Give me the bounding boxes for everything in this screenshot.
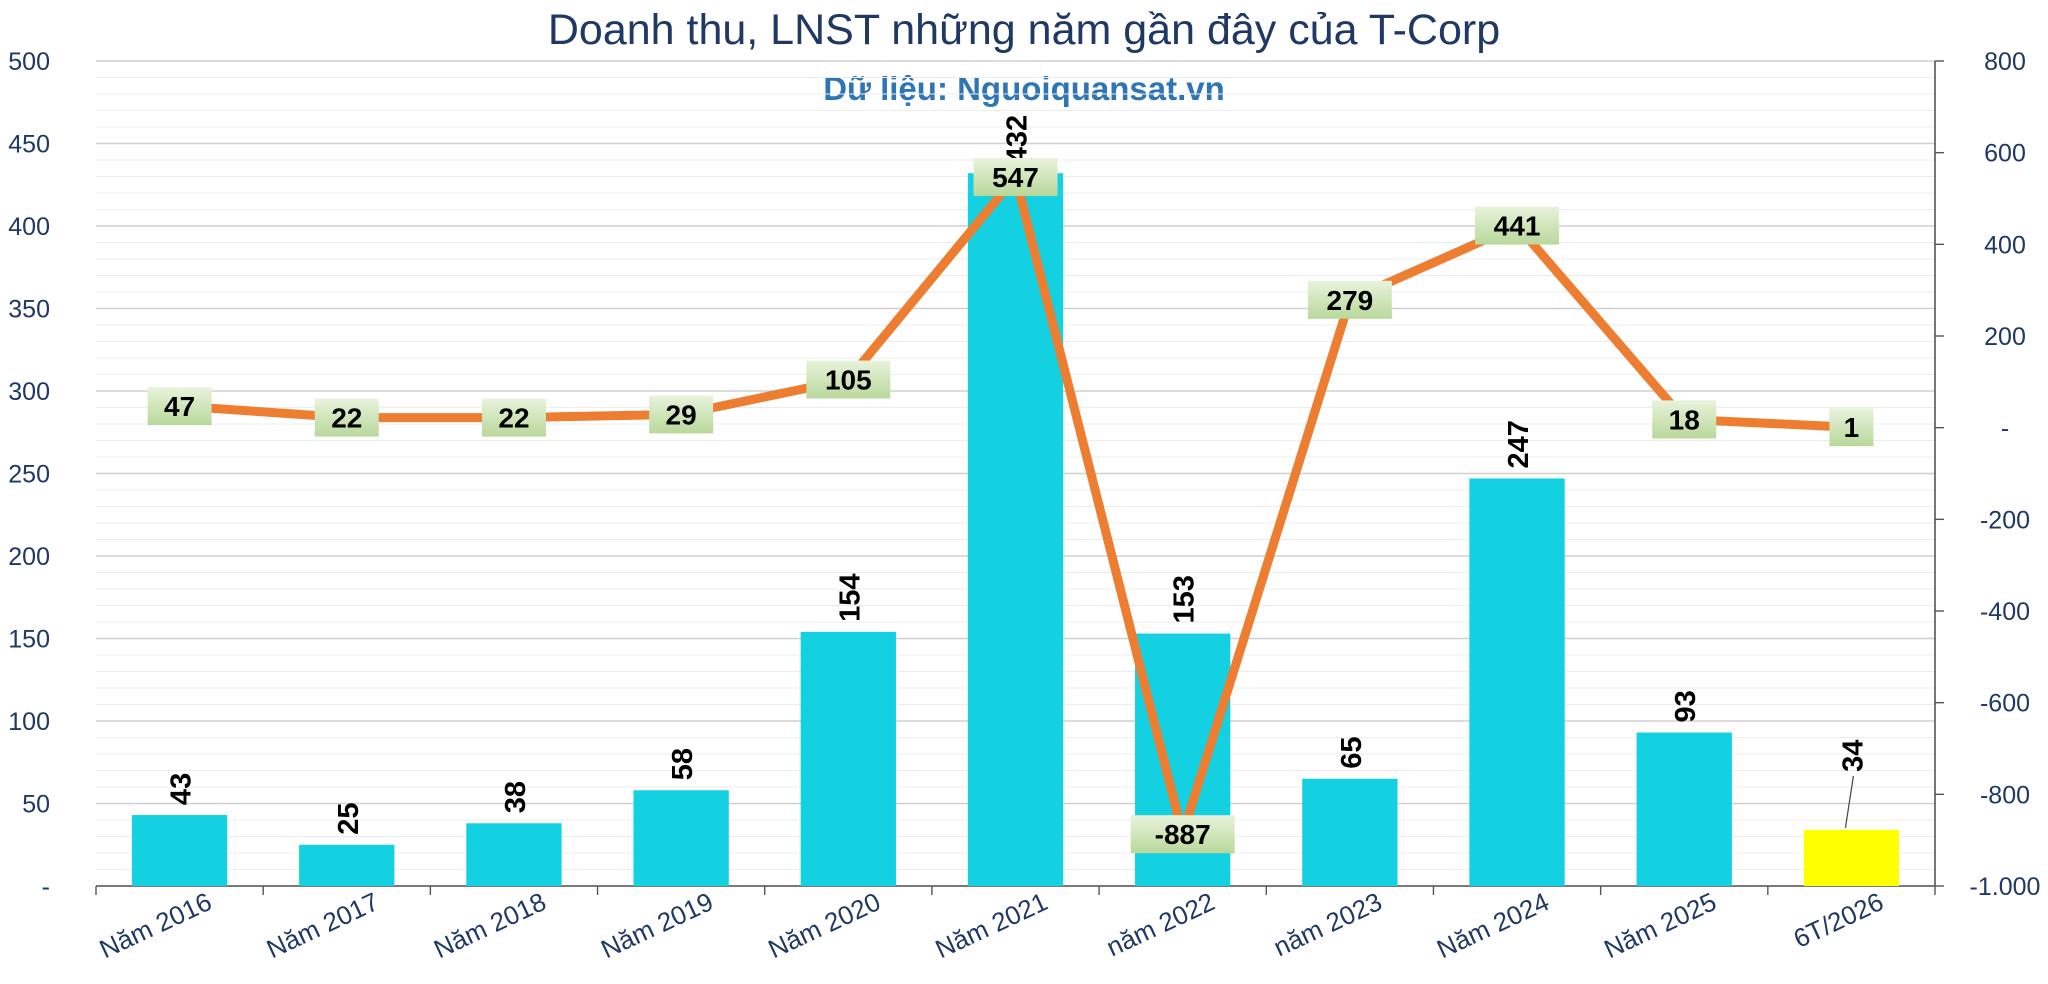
- bar-label-leader: [1844, 775, 1855, 828]
- line-label-box: [649, 395, 714, 434]
- line-value-label: 47: [164, 391, 195, 422]
- y-right-tick-label: -200: [1980, 506, 2030, 534]
- line-value-label: 22: [498, 403, 529, 434]
- y-left-tick-label: 200: [8, 543, 50, 571]
- bar-value-label: 432: [1002, 115, 1034, 163]
- line-label-box: [1130, 815, 1235, 854]
- line-value-label: 105: [825, 365, 872, 396]
- line-value-label: 18: [1669, 404, 1700, 435]
- chart-subtitle: Dữ liệu: Nguoiquansat.vn: [823, 70, 1225, 107]
- y-right-tick-label: -600: [1980, 690, 2030, 718]
- y-right-tick-label: 600: [1984, 140, 2026, 168]
- y-right-tick-label: 400: [1984, 231, 2026, 259]
- line-label-box: [147, 387, 212, 426]
- y-right-tick-label: -800: [1980, 781, 2030, 809]
- bar: [967, 173, 1064, 886]
- line-label-box: [1829, 408, 1874, 447]
- line-label-box: [806, 360, 891, 399]
- y-right-tick-label: -: [2001, 415, 2009, 443]
- bar-value-label: 58: [667, 748, 699, 780]
- bar: [1636, 732, 1732, 886]
- bar-value-label: 65: [1336, 736, 1368, 768]
- x-tick-label: Năm 2017: [262, 886, 383, 964]
- y-left-tick-label: 50: [22, 791, 50, 819]
- bar-value-label: 25: [333, 802, 365, 834]
- y-right-tick-label: 800: [1984, 48, 2026, 76]
- bar-value-label: 38: [500, 781, 532, 813]
- line-value-label: 29: [666, 399, 697, 430]
- bar-value-label: 93: [1670, 690, 1702, 722]
- line-label-box: [1475, 206, 1560, 245]
- bar: [299, 844, 395, 886]
- line-label-box: [973, 157, 1058, 196]
- bar: [1803, 829, 1900, 886]
- x-tick-label: Năm 2021: [931, 886, 1052, 964]
- y-right-tick-label: 200: [1984, 323, 2026, 351]
- x-tick-label: năm 2023: [1269, 886, 1386, 962]
- line-label-box: [1307, 280, 1392, 319]
- line-value-label: 22: [331, 403, 362, 434]
- line-value-label: -887: [1155, 819, 1211, 850]
- bar: [1469, 478, 1565, 886]
- bar-value-label: 154: [834, 574, 866, 622]
- y-left-tick-label: -: [42, 873, 50, 901]
- line-value-label: 279: [1327, 285, 1374, 316]
- bar-value-label: 247: [1503, 420, 1535, 468]
- x-tick-label: Năm 2018: [429, 886, 550, 964]
- x-tick-label: Năm 2019: [596, 886, 717, 964]
- y-left-tick-label: 150: [8, 626, 50, 654]
- y-left-tick-label: 350: [8, 296, 50, 324]
- bar-value-label: 153: [1169, 575, 1201, 623]
- x-tick-label: 6T/2026: [1789, 886, 1888, 954]
- line-value-label: 1: [1844, 412, 1860, 443]
- x-tick-label: năm 2022: [1102, 886, 1219, 962]
- line-label-box: [481, 398, 546, 437]
- y-left-tick-label: 450: [8, 131, 50, 159]
- bar: [1302, 778, 1398, 886]
- y-left-tick-label: 100: [8, 708, 50, 736]
- y-left-tick-label: 400: [8, 213, 50, 241]
- line-label-box: [314, 398, 379, 437]
- y-left-tick-label: 300: [8, 378, 50, 406]
- bar-value-label: 43: [166, 773, 198, 805]
- bar: [800, 631, 896, 886]
- bar: [633, 790, 729, 886]
- bar-value-label: 34: [1837, 740, 1869, 772]
- x-tick-label: Năm 2024: [1432, 886, 1553, 964]
- line-value-label: 547: [992, 162, 1039, 193]
- y-right-tick-label: -1.000: [1970, 873, 2041, 901]
- bar: [131, 815, 228, 886]
- line-label-box: [1652, 400, 1717, 439]
- y-right-tick-label: -400: [1980, 598, 2030, 626]
- x-tick-label: Năm 2025: [1599, 886, 1720, 964]
- chart-title: Doanh thu, LNST những năm gần đây của T-…: [547, 6, 1501, 54]
- bar: [466, 823, 562, 886]
- y-left-tick-label: 250: [8, 461, 50, 489]
- x-tick-label: Năm 2016: [95, 886, 216, 964]
- x-tick-label: Năm 2020: [763, 886, 884, 964]
- line-value-label: 441: [1494, 211, 1541, 242]
- y-left-tick-label: 500: [8, 48, 50, 76]
